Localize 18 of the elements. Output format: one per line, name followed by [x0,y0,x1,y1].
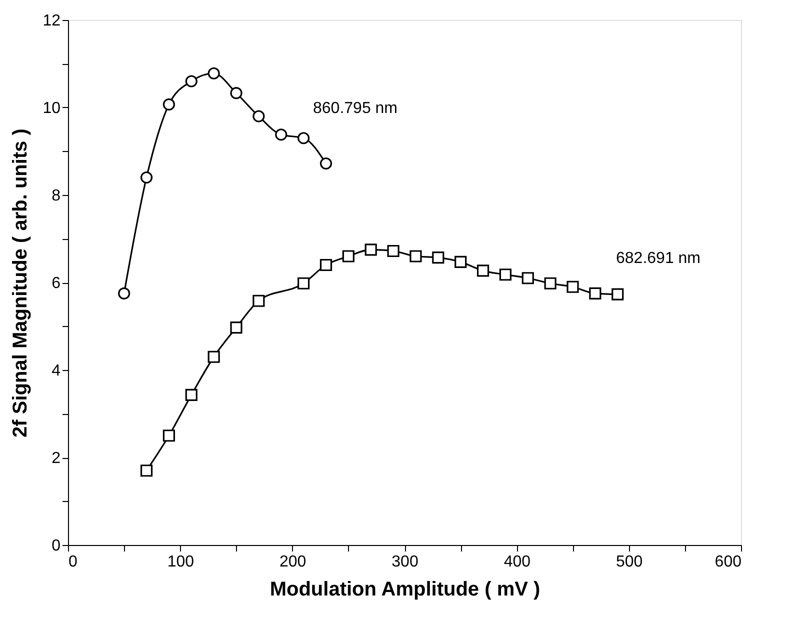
y-tick-label: 6 [52,275,61,292]
y-axis-title: 2f Signal Magnitude ( arb. units ) [10,128,32,438]
y-tick-label: 12 [42,12,61,30]
x-tick-label: 200 [279,554,306,570]
annotation: 682.691 nm [616,250,701,267]
x-tick-label: 100 [167,554,194,570]
y-tick-label: 0 [52,538,61,554]
y-tick-label: 10 [42,100,61,117]
x-axis-title: Modulation Amplitude ( mV ) [270,578,540,600]
y-tick-label: 2 [52,450,61,467]
x-tick-label: 300 [392,554,418,570]
annotation: 860.795 nm [313,100,398,117]
x-tick-label: 600 [714,554,742,570]
x-tick-label: 0 [68,554,78,570]
x-tick-label: 400 [504,554,531,570]
y-tick-label: 4 [52,362,61,380]
x-tick-label: 500 [616,554,643,570]
y-tick-label: 8 [52,188,61,204]
